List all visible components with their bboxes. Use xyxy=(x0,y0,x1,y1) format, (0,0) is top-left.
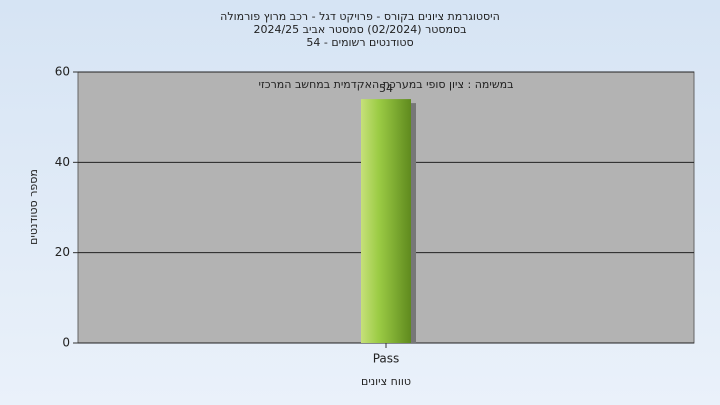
title-line: היסטוגרמת ציונים בקורס - פרויקט דגל - רכ… xyxy=(220,10,500,23)
annotation: במשימה : ציון סופי במערכת האקדמית במחשב … xyxy=(259,78,514,91)
bar xyxy=(361,99,411,343)
x-axis-label: טווח ציונים xyxy=(361,375,411,388)
title-line: סטודנטים רשומים - 54 xyxy=(306,36,413,49)
title-line: בסמסטר (02/2024) סמסטר אביב 2024/25 xyxy=(253,23,466,36)
x-tick-label: Pass xyxy=(373,352,400,366)
y-tick-label: 0 xyxy=(62,336,70,350)
y-tick-label: 40 xyxy=(55,155,70,169)
y-axis-label: מספר סטודנטים xyxy=(27,169,40,245)
y-tick-label: 60 xyxy=(55,65,70,79)
y-tick-label: 20 xyxy=(55,245,70,259)
value-label: 54 xyxy=(379,82,393,95)
